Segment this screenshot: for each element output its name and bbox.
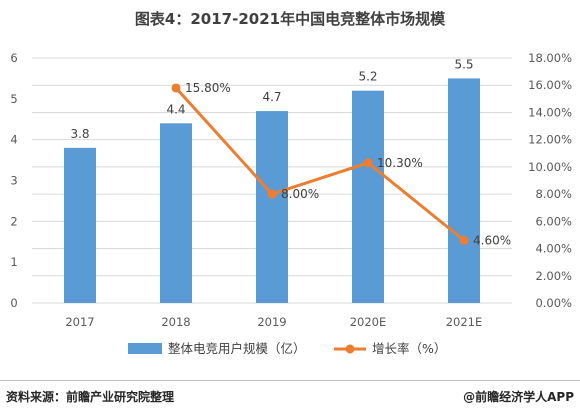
right-axis-ticks: 0.00% 2.00% 4.00% 6.00% 8.00% 10.00% 12.00% 14.…	[528, 51, 572, 310]
left-tick-label: 4	[10, 133, 17, 147]
line-value-label: 10.30%	[377, 156, 423, 170]
bar	[64, 147, 96, 303]
growth-line	[174, 86, 465, 242]
x-tick-label: 2021E	[446, 315, 483, 329]
line-value-label: 8.00%	[281, 187, 319, 201]
right-tick-label: 12.00%	[528, 133, 572, 147]
left-tick-label: 6	[10, 51, 17, 65]
bar-series: 3.8 4.4 4.7 5.2 5.5	[64, 57, 480, 304]
line-value-label: 15.80%	[185, 81, 231, 95]
line-point	[267, 189, 277, 199]
bar-value-label: 4.4	[166, 102, 185, 116]
footer-divider	[0, 380, 580, 381]
right-tick-label: 18.00%	[528, 51, 572, 65]
x-axis-ticks: 2017 2018 2019 2020E 2021E	[65, 315, 482, 329]
chart-title: 图表4：2017-2021年中国电竞整体市场规模	[134, 10, 446, 28]
x-tick-label: 2017	[65, 315, 94, 329]
bar	[352, 90, 384, 304]
bar	[160, 123, 192, 303]
left-tick-label: 1	[10, 255, 17, 269]
left-tick-label: 2	[10, 214, 17, 228]
x-tick-label: 2018	[161, 315, 190, 329]
line-point	[459, 235, 469, 245]
left-tick-label: 5	[10, 92, 17, 106]
left-axis-ticks: 0 1 2 3 4 5 6	[10, 51, 17, 310]
x-tick-label: 2019	[257, 315, 286, 329]
bar-value-label: 5.5	[454, 57, 473, 71]
bar	[256, 111, 288, 303]
right-tick-label: 14.00%	[528, 105, 572, 119]
legend-bar-label: 整体电竞用户规模（亿）	[168, 341, 306, 356]
bar-value-label: 4.7	[262, 90, 281, 104]
right-tick-label: 6.00%	[535, 214, 572, 228]
line-series: 15.80% 8.00% 10.30% 4.60%	[171, 81, 511, 247]
right-tick-label: 8.00%	[535, 187, 572, 201]
right-tick-label: 2.00%	[535, 269, 572, 283]
credit-note: @前瞻经济学人APP	[463, 390, 574, 404]
left-tick-label: 0	[10, 296, 17, 310]
bar-value-label: 5.2	[358, 70, 377, 84]
bar	[448, 78, 480, 304]
chart-canvas: 3.8 4.4 4.7 5.2 5.5 15.80% 8.00% 10.30% 4.60% 0…	[10, 51, 572, 356]
x-tick-label: 2020E	[350, 315, 387, 329]
legend: 整体电竞用户规模（亿） 增长率（%）	[128, 341, 446, 356]
right-tick-label: 0.00%	[535, 296, 572, 310]
right-tick-label: 10.00%	[528, 160, 572, 174]
right-tick-label: 16.00%	[528, 78, 572, 92]
bar-value-label: 3.8	[70, 127, 89, 141]
right-tick-label: 4.00%	[535, 242, 572, 256]
line-point	[171, 83, 181, 93]
legend-bar-swatch	[128, 343, 162, 354]
line-point	[363, 158, 373, 168]
line-value-label: 4.60%	[473, 233, 511, 247]
left-tick-label: 3	[10, 174, 17, 188]
legend-line-label: 增长率（%）	[372, 341, 446, 356]
legend-line-marker	[345, 344, 355, 354]
source-note: 资料来源：前瞻产业研究院整理	[6, 390, 175, 404]
